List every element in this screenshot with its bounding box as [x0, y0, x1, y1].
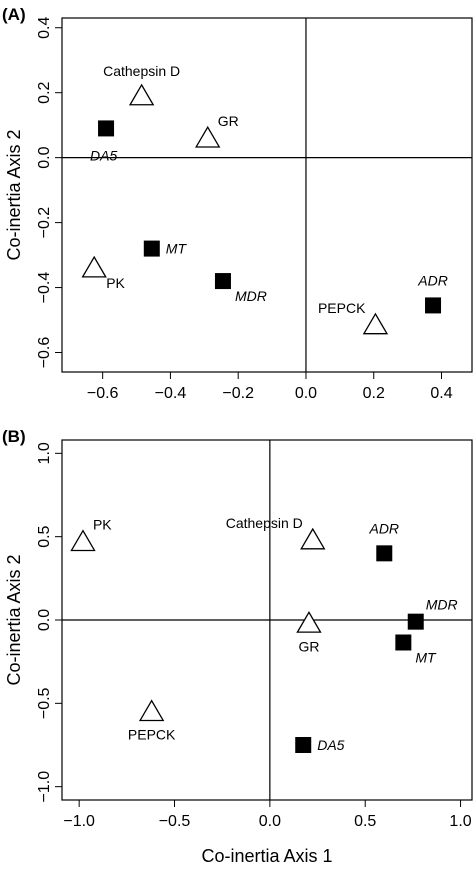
y-tick-label: −0.4 [36, 272, 53, 304]
y-tick-label: 0.4 [36, 17, 53, 39]
y-tick-label: −1.0 [36, 771, 53, 803]
y-axis-title: Co-inertia Axis 2 [4, 129, 24, 260]
x-tick-label: −0.4 [155, 385, 187, 402]
point-label: MT [415, 650, 437, 666]
square-marker [98, 120, 115, 137]
point-label: Cathepsin D [103, 63, 180, 79]
square-marker [425, 297, 442, 314]
panel-a: −0.6 −0.4 −0.2 0.0 0.2 0.4 −0.6 −0.4 −0.2 0.0 0.2 0… [2, 5, 473, 402]
triangle-marker [128, 83, 155, 106]
point-label: PEPCK [318, 300, 366, 316]
point-label: MT [166, 241, 188, 257]
y-axis-title: Co-inertia Axis 2 [4, 554, 24, 685]
y-tick-label: 0.0 [36, 609, 53, 631]
triangle-marker [300, 527, 326, 550]
point-label: GR [218, 113, 239, 129]
triangle-marker [70, 529, 96, 552]
point-label: DA5 [90, 147, 117, 163]
x-tick-label: 1.0 [449, 813, 471, 830]
y-tick-label: −0.2 [36, 207, 53, 239]
square-marker [295, 737, 312, 753]
x-tick-label: 0.0 [259, 813, 281, 830]
x-tick-label: −1.0 [63, 813, 95, 830]
x-axis-title: Co-inertia Axis 1 [201, 846, 332, 866]
triangle-marker [362, 312, 389, 335]
panel-b: −1.0 −0.5 0.0 0.5 1.0 −1.0 −0.5 0.0 0.5 1.0 (B) Co-… [2, 427, 473, 866]
point-label: PK [93, 517, 112, 533]
x-tick-label: 0.2 [363, 385, 385, 402]
square-marker [143, 240, 160, 257]
x-tick-label: −0.6 [87, 385, 119, 402]
y-tick-label: 0.0 [36, 146, 53, 168]
plot-frame [61, 17, 473, 373]
y-tick-label: 0.2 [36, 81, 53, 103]
y-tick-label: −0.5 [36, 687, 53, 719]
y-tick-label: 0.5 [36, 525, 53, 547]
point-label: MDR [235, 288, 267, 304]
x-tick-label: 0.4 [430, 385, 452, 402]
point-label: PK [106, 275, 125, 291]
point-label: Cathepsin D [226, 515, 303, 531]
x-tick-label: 0.5 [354, 813, 376, 830]
y-tick-label: 1.0 [36, 442, 53, 464]
panel-label: (B) [2, 427, 26, 446]
point-label: DA5 [317, 737, 344, 753]
square-marker [376, 545, 393, 562]
y-tick-label: −0.6 [36, 337, 53, 369]
x-tick-label: 0.0 [295, 385, 317, 402]
panel-label: (A) [2, 5, 26, 24]
triangle-marker [296, 611, 322, 633]
point-label: MDR [426, 597, 458, 613]
x-tick-label: −0.5 [159, 813, 191, 830]
square-marker [395, 634, 412, 651]
x-tick-label: −0.2 [222, 385, 254, 402]
triangle-marker [195, 125, 221, 148]
point-label: PEPCK [128, 727, 176, 743]
point-label: ADR [417, 272, 448, 288]
triangle-marker [138, 699, 165, 722]
point-label: GR [298, 638, 319, 654]
point-label: ADR [368, 520, 399, 536]
square-marker [214, 273, 231, 290]
triangle-marker [81, 255, 107, 278]
square-marker [407, 613, 424, 630]
